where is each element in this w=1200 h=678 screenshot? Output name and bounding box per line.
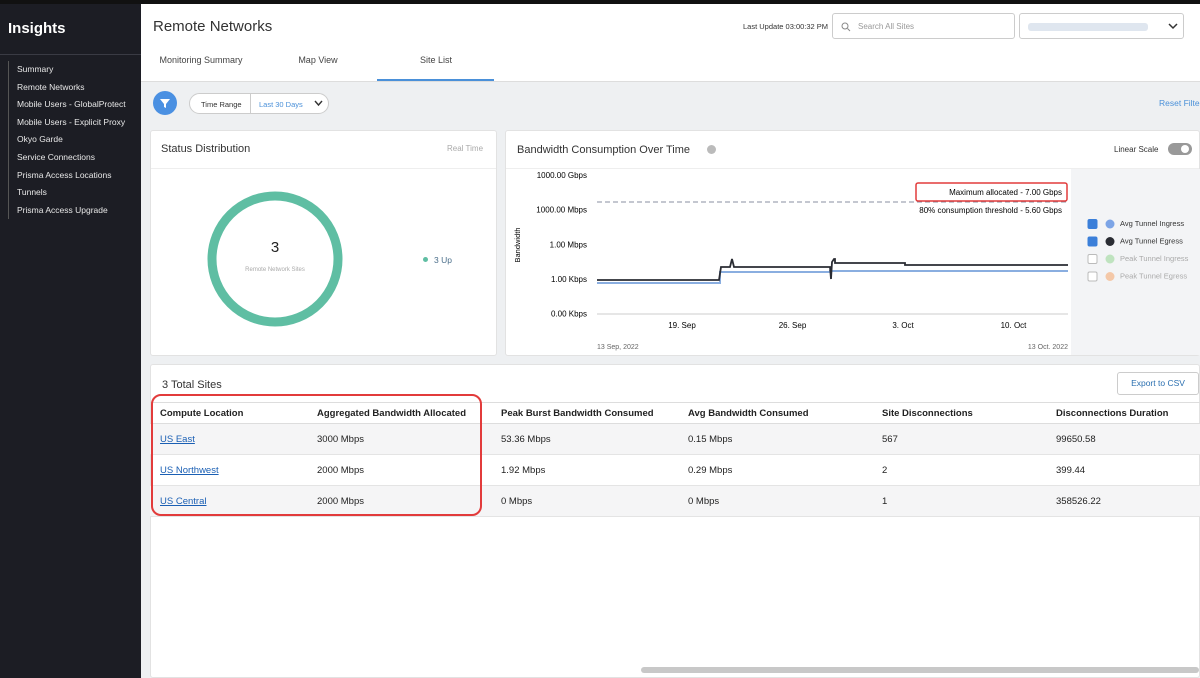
active-tab-underline (377, 79, 494, 81)
tab[interactable]: Map View (263, 55, 373, 65)
table-cell: 358526.22 (1046, 486, 1200, 517)
nav-item[interactable]: Prisma Access Upgrade (8, 202, 108, 220)
x-tick-label: 26. Sep (779, 321, 807, 330)
legend-checkbox[interactable] (1088, 237, 1097, 246)
sidebar: Insights SummaryRemote NetworksMobile Us… (0, 0, 141, 678)
table-cell: 0.15 Mbps (678, 424, 872, 455)
nav-item[interactable]: Remote Networks (8, 79, 85, 97)
legend-swatch (1106, 272, 1115, 281)
column-header[interactable]: Site Disconnections (872, 403, 1046, 424)
legend-dot (423, 257, 428, 262)
mode: Real Time (447, 144, 483, 153)
legend-label: Peak Tunnel Egress (1120, 271, 1187, 280)
legend-checkbox[interactable] (1088, 255, 1097, 264)
filter-icon (153, 91, 177, 115)
search-placeholder: Search All Sites (858, 22, 914, 31)
y-tick-label: 1000.00 Mbps (536, 206, 587, 215)
nav-item[interactable]: Okyo Garde (8, 131, 63, 149)
divider (0, 54, 141, 55)
nav-item[interactable]: Prisma Access Locations (8, 167, 111, 185)
range-start: 13 Sep, 2022 (597, 344, 639, 351)
y-tick-label: 1000.00 Gbps (537, 171, 587, 180)
table-cell: 567 (872, 424, 1046, 455)
avg-ingress-line (597, 271, 1068, 283)
reset-filters[interactable]: Reset Filte (1159, 98, 1200, 108)
time-range-label: Time Range (201, 100, 242, 109)
table-cell: 0.29 Mbps (678, 455, 872, 486)
bandwidth-chart: Bandwidth Maximum allocated - 7.00 Gbps … (505, 130, 1200, 356)
table-cell: 99650.58 (1046, 424, 1200, 455)
tab[interactable]: Site List (381, 55, 491, 65)
legend-swatch (1106, 255, 1115, 264)
y-tick-label: 1.00 Kbps (551, 275, 587, 284)
legend-label: Avg Tunnel Ingress (1120, 219, 1184, 228)
nav-item[interactable]: Mobile Users - GlobalProtect (8, 96, 126, 114)
total-sites: 3 Total Sites (162, 379, 222, 391)
column-header[interactable]: Peak Burst Bandwidth Consumed (491, 403, 678, 424)
sidebar-title: Insights (8, 20, 66, 37)
y-tick-label: 1.00 Mbps (550, 240, 587, 249)
table-cell: 1.92 Mbps (491, 455, 678, 486)
page-title: Remote Networks (153, 18, 272, 35)
table-cell: 0 Mbps (678, 486, 872, 517)
filter-button[interactable] (153, 91, 177, 115)
card-title: Status Distribution (161, 143, 250, 155)
nav-item[interactable]: Tunnels (8, 184, 47, 202)
tenant-select[interactable] (1019, 13, 1184, 39)
legend-label: Peak Tunnel Ingress (1120, 254, 1189, 263)
status-count-label: Remote Network Sites (205, 267, 345, 273)
status-count: 3 (205, 239, 345, 256)
search-icon (841, 22, 851, 32)
chevron (1168, 22, 1178, 30)
donut (205, 189, 345, 329)
table-cell: 0 Mbps (491, 486, 678, 517)
column-header[interactable]: Avg Bandwidth Consumed (678, 403, 872, 424)
y-axis-label: Bandwidth (513, 227, 522, 262)
table-cell: 53.36 Mbps (491, 424, 678, 455)
status-card: Status Distribution Real Time 3 Remote N… (150, 130, 497, 356)
x-tick-label: 10. Oct (1001, 321, 1028, 330)
max-annotation: Maximum allocated - 7.00 Gbps (949, 188, 1062, 197)
divider (250, 94, 251, 113)
table-cell: 2 (872, 455, 1046, 486)
table-cell: 399.44 (1046, 455, 1200, 486)
nav-item[interactable]: Mobile Users - Explicit Proxy (8, 114, 125, 132)
legend-swatch (1106, 220, 1115, 229)
time-range[interactable]: Time Range Last 30 Days (189, 93, 329, 114)
y-tick-label: 0.00 Kbps (551, 310, 587, 319)
x-tick-label: 19. Sep (668, 321, 696, 330)
column-header[interactable]: Disconnections Duration (1046, 403, 1200, 424)
scrollbar (641, 667, 1199, 673)
range-end: 13 Oct. 2022 (1028, 344, 1068, 351)
legend-label: Avg Tunnel Egress (1120, 236, 1183, 245)
time-range-value: Last 30 Days (259, 100, 303, 109)
chevron (314, 100, 323, 107)
legend-checkbox[interactable] (1088, 220, 1097, 229)
threshold-annotation: 80% consumption threshold - 5.60 Gbps (919, 206, 1062, 215)
export-button[interactable]: Export to CSV (1117, 372, 1199, 395)
nav-item[interactable]: Summary (8, 61, 53, 79)
legend-swatch (1106, 237, 1115, 246)
search-box[interactable]: Search All Sites (832, 13, 1015, 39)
tab[interactable]: Monitoring Summary (146, 55, 256, 65)
x-tick-label: 3. Oct (892, 321, 914, 330)
last-update: Last Update 03:00:32 PM (743, 22, 828, 31)
status-legend: 3 Up (434, 255, 452, 265)
divider (151, 168, 496, 169)
nav-item[interactable]: Service Connections (8, 149, 95, 167)
avg-egress-line (597, 259, 1068, 280)
blurred-value (1028, 23, 1148, 31)
legend-checkbox[interactable] (1088, 272, 1097, 281)
table-cell: 1 (872, 486, 1046, 517)
highlight-box (151, 394, 482, 516)
